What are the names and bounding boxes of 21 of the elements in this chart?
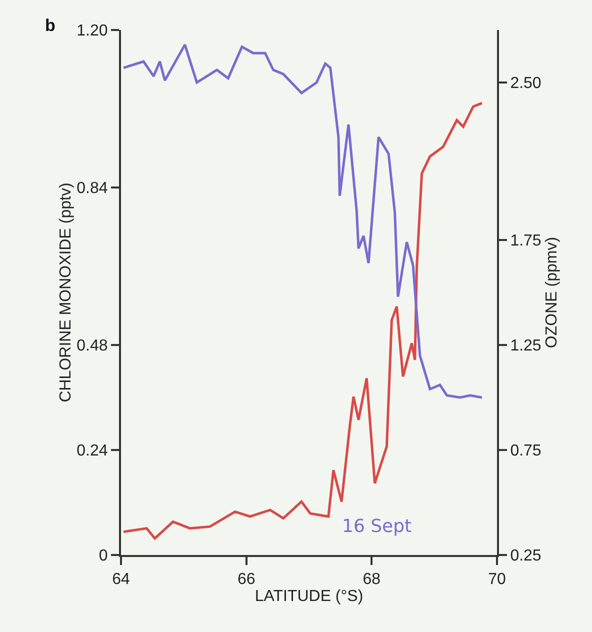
y2-tick-label: 1.75 <box>510 232 542 250</box>
y2-tick-label: 1.25 <box>510 338 542 355</box>
line-series <box>122 43 484 399</box>
y-tick-label: 0.84 <box>76 180 108 198</box>
y2-axis-title: OZONE (ppmv) <box>543 236 560 348</box>
x-axis-title: LATITUDE (°S) <box>254 588 364 606</box>
y-axis-title: CHLORINE MONOXIDE (pptv) <box>58 182 75 402</box>
x-tick-label: 70 <box>488 571 506 588</box>
x-tick-label: 66 <box>237 571 256 588</box>
text: b <box>45 16 56 35</box>
annotation: 16 Sept <box>342 516 412 537</box>
y2-tick-label: 2.50 <box>510 75 542 92</box>
y-tick-label: 1.20 <box>76 22 108 40</box>
y-tick-label: 0.24 <box>76 442 108 460</box>
y2-tick-label: 0.75 <box>510 442 542 460</box>
x-tick-label: 68 <box>362 571 381 588</box>
x-tick-label: 64 <box>112 571 130 588</box>
y2-tick-label: 0.25 <box>510 548 542 565</box>
y-tick-label: 0.48 <box>76 338 108 355</box>
line-series <box>122 102 484 540</box>
y-tick-label: 0 <box>98 548 108 565</box>
